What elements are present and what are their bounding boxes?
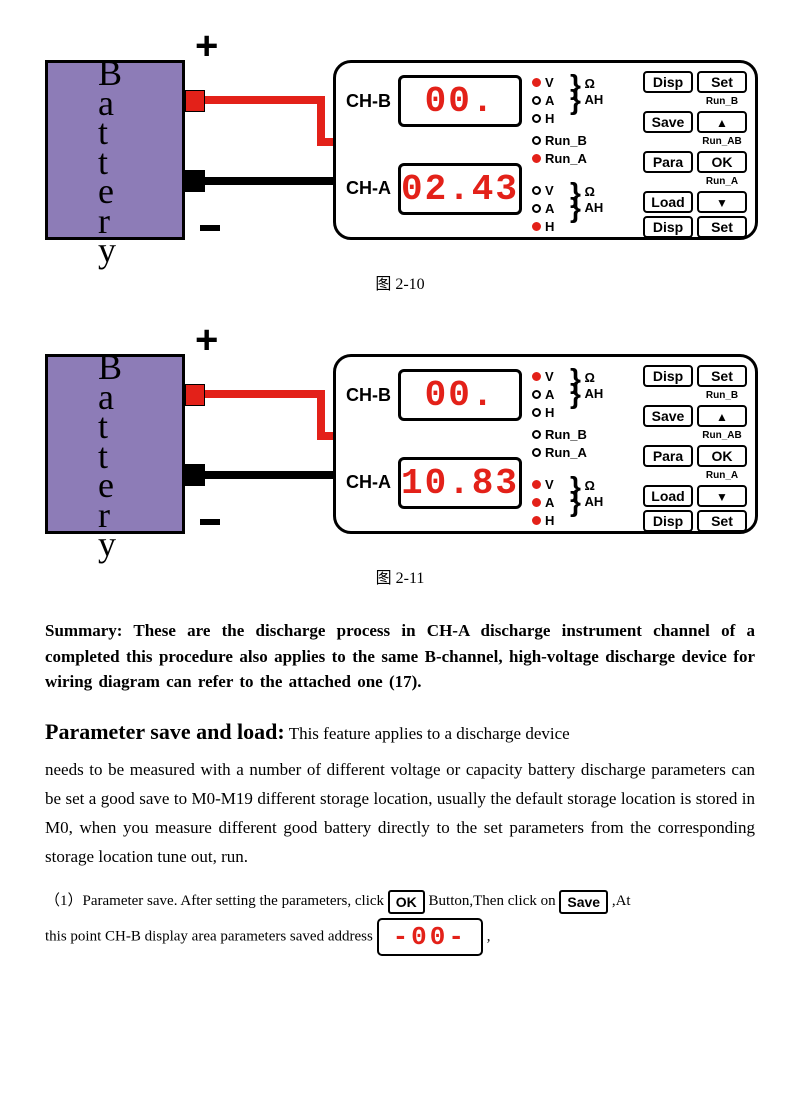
plus-symbol: + bbox=[195, 24, 218, 69]
led-a-label: A bbox=[545, 93, 554, 108]
ok-button[interactable]: OK bbox=[697, 151, 747, 173]
step-1: （1）Parameter save. After setting the par… bbox=[45, 885, 755, 956]
summary-text: Summary: These are the discharge process… bbox=[45, 618, 755, 695]
led-v-icon bbox=[532, 78, 541, 87]
save-button-inline: Save bbox=[559, 890, 608, 914]
section-lead: This feature applies to a discharge devi… bbox=[289, 724, 570, 743]
led-v-icon bbox=[532, 186, 541, 195]
plus-symbol: + bbox=[195, 318, 218, 363]
lcd-display-b: 00. 12 bbox=[398, 369, 522, 421]
brace-b: } Ω} AH bbox=[570, 76, 603, 107]
para-button[interactable]: Para bbox=[643, 151, 693, 173]
disp-button[interactable]: Disp bbox=[643, 365, 693, 387]
set-button[interactable]: Set bbox=[697, 216, 747, 238]
led-runa-label: Run_A bbox=[545, 151, 587, 166]
led-h-icon bbox=[532, 516, 541, 525]
wire-red bbox=[205, 96, 325, 104]
figure-caption-1: 图 2-10 bbox=[45, 270, 755, 294]
disp-button[interactable]: Disp bbox=[643, 71, 693, 93]
channel-b-label: CH-B bbox=[346, 385, 391, 406]
led-a-icon bbox=[532, 96, 541, 105]
channel-a-label: CH-A bbox=[346, 472, 391, 493]
down-button[interactable] bbox=[697, 191, 747, 213]
load-button[interactable]: Load bbox=[643, 191, 693, 213]
terminal-positive bbox=[185, 384, 205, 406]
section-intro: Parameter save and load: This feature ap… bbox=[45, 713, 755, 750]
lcd-display-b: 00. 12 bbox=[398, 75, 522, 127]
led-h-label: H bbox=[545, 219, 554, 234]
led-runb-icon bbox=[532, 136, 541, 145]
brace-b: } Ω} AH bbox=[570, 370, 603, 401]
set-button[interactable]: Set bbox=[697, 365, 747, 387]
led-a-label: A bbox=[545, 201, 554, 216]
led-v-label: V bbox=[545, 75, 554, 90]
para-button[interactable]: Para bbox=[643, 445, 693, 467]
channel-b-label: CH-B bbox=[346, 91, 391, 112]
load-button[interactable]: Load bbox=[643, 485, 693, 507]
led-a-icon bbox=[532, 390, 541, 399]
ok-button[interactable]: OK bbox=[697, 445, 747, 467]
save-button[interactable]: Save bbox=[643, 405, 693, 427]
battery-block: Battery bbox=[45, 354, 185, 534]
battery-label: Battery bbox=[98, 59, 122, 266]
wiring-diagram-1: Battery + CH-B CH-A 00. 12 02.43 V A H }… bbox=[45, 30, 755, 260]
disp-button[interactable]: Disp bbox=[643, 216, 693, 238]
terminal-negative bbox=[185, 464, 205, 486]
led-h-icon bbox=[532, 222, 541, 231]
up-button[interactable] bbox=[697, 405, 747, 427]
led-runb-label: Run_B bbox=[545, 133, 587, 148]
led-a-icon bbox=[532, 204, 541, 213]
led-h-icon bbox=[532, 408, 541, 417]
led-group-run: Run_B Run_A bbox=[532, 131, 652, 167]
wire-red bbox=[205, 390, 325, 398]
led-h-label: H bbox=[545, 111, 554, 126]
ok-button-inline: OK bbox=[388, 890, 425, 914]
led-a-icon bbox=[532, 498, 541, 507]
brace-a: } Ω} AH bbox=[570, 478, 603, 509]
up-button[interactable] bbox=[697, 111, 747, 133]
battery-label: Battery bbox=[98, 353, 122, 560]
led-v-icon bbox=[532, 372, 541, 381]
lcd-display-a: 10.83 bbox=[398, 457, 522, 509]
channel-a-label: CH-A bbox=[346, 178, 391, 199]
set-button[interactable]: Set bbox=[697, 71, 747, 93]
wire-black bbox=[205, 177, 337, 185]
terminal-positive bbox=[185, 90, 205, 112]
led-runb-icon bbox=[532, 430, 541, 439]
set-button[interactable]: Set bbox=[697, 510, 747, 532]
inline-lcd: -00- bbox=[377, 918, 483, 956]
wiring-diagram-2: Battery + CH-B CH-A 00. 12 10.83 V A H }… bbox=[45, 324, 755, 554]
led-runa-icon bbox=[532, 154, 541, 163]
run-b-label: Run_B bbox=[697, 96, 747, 108]
button-panel: Disp Set Run_B Save Run_AB Para OK Run_A… bbox=[643, 71, 747, 238]
lcd-display-a: 02.43 bbox=[398, 163, 522, 215]
figure-caption-2: 图 2-11 bbox=[45, 564, 755, 588]
led-runa-icon bbox=[532, 448, 541, 457]
device-panel: CH-B CH-A 00. 12 10.83 V A H } Ω} AH Run… bbox=[333, 354, 758, 534]
led-v-label: V bbox=[545, 183, 554, 198]
battery-block: Battery bbox=[45, 60, 185, 240]
button-panel: Disp Set Run_B Save Run_AB Para OK Run_A… bbox=[643, 365, 747, 532]
save-button[interactable]: Save bbox=[643, 111, 693, 133]
body-paragraph: needs to be measured with a number of di… bbox=[45, 756, 755, 872]
led-h-icon bbox=[532, 114, 541, 123]
minus-symbol bbox=[200, 225, 220, 231]
wire-black bbox=[205, 471, 337, 479]
brace-a: } Ω} AH bbox=[570, 184, 603, 215]
terminal-negative bbox=[185, 170, 205, 192]
section-title: Parameter save and load: bbox=[45, 719, 285, 744]
led-v-icon bbox=[532, 480, 541, 489]
down-button[interactable] bbox=[697, 485, 747, 507]
led-group-run: Run_B Run_A bbox=[532, 425, 652, 461]
minus-symbol bbox=[200, 519, 220, 525]
disp-button[interactable]: Disp bbox=[643, 510, 693, 532]
run-a-label: Run_A bbox=[697, 176, 747, 188]
run-ab-label: Run_AB bbox=[697, 136, 747, 148]
device-panel: CH-B CH-A 00. 12 02.43 V A H } Ω} AH Run… bbox=[333, 60, 758, 240]
